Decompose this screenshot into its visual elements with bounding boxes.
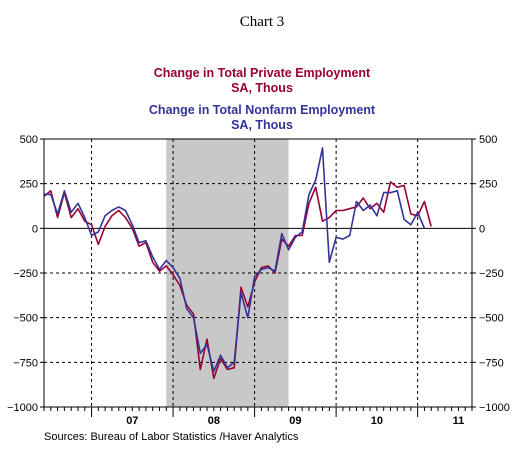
y-tick-label-left: 500 [20, 134, 38, 146]
y-tick-label-right: −500 [479, 313, 504, 325]
source-note: Sources: Bureau of Labor Statistics /Hav… [44, 431, 299, 443]
title-nonfarm-line1: Change in Total Nonfarm Employment [148, 103, 376, 117]
y-tick-label-left: 0 [32, 223, 38, 235]
title-nonfarm-line2: SA, Thous [231, 118, 293, 132]
y-axis-right-labels: 500 250 0 −250 −500 −750 −1000 [479, 134, 510, 414]
y-tick-label-right: −250 [479, 268, 504, 280]
title-private-line2: SA, Thous [231, 81, 293, 95]
y-tick-label-left: −250 [13, 268, 38, 280]
x-tick-label: 08 [208, 415, 220, 427]
series-nonfarm-line [44, 147, 426, 373]
x-tick-label: 07 [126, 415, 138, 427]
y-tick-label-right: −750 [479, 357, 504, 369]
y-tick-label-left: −750 [13, 357, 38, 369]
y-tick-label-left: −1000 [7, 402, 38, 414]
title-private-line1: Change in Total Private Employment [153, 66, 371, 80]
chart-number: Chart 3 [239, 14, 285, 30]
grid-lines [44, 139, 472, 407]
y-tick-label-right: 250 [479, 179, 497, 191]
tick-marks [40, 138, 476, 417]
series-layer [43, 147, 432, 380]
y-tick-label-left: 250 [20, 179, 38, 191]
x-tick-label: 10 [371, 415, 383, 427]
x-axis-labels: 07 08 09 10 11 [126, 415, 464, 427]
x-tick-label: 09 [289, 415, 301, 427]
y-tick-label-left: −500 [13, 313, 38, 325]
x-tick-label: 11 [453, 415, 465, 427]
y-axis-left-labels: 500 250 0 −250 −500 −750 −1000 [7, 134, 38, 414]
y-tick-label-right: 500 [479, 134, 497, 146]
y-tick-label-right: 0 [479, 223, 485, 235]
y-tick-label-right: −1000 [479, 402, 510, 414]
